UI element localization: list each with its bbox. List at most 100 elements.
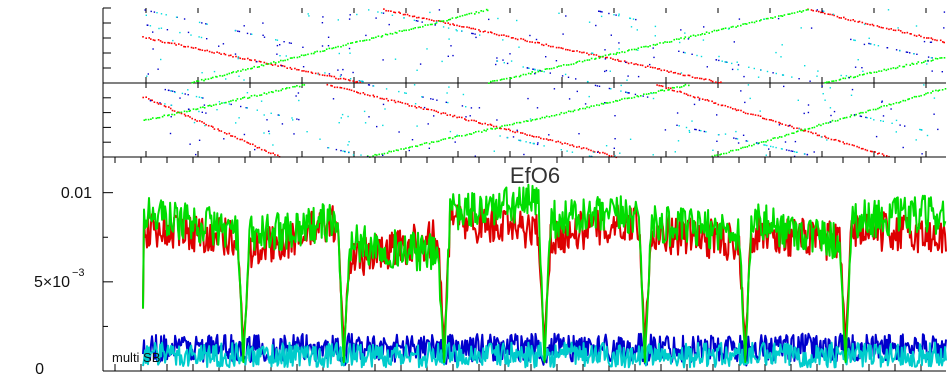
scatter-point — [875, 135, 878, 138]
scatter-point — [610, 34, 612, 36]
scatter-point — [744, 101, 746, 104]
scatter-point — [827, 137, 830, 140]
scatter-point — [851, 144, 854, 146]
scatter-point — [787, 125, 790, 127]
scatter-point — [833, 14, 835, 17]
scatter-point — [475, 36, 477, 39]
scatter-point — [466, 133, 468, 136]
scatter-point — [379, 97, 382, 100]
scatter-point — [572, 110, 574, 113]
scatter-point — [820, 124, 822, 127]
scatter-point — [152, 117, 154, 119]
scatter-point — [218, 129, 220, 132]
scatter-point — [502, 59, 504, 61]
scatter-point — [520, 132, 522, 134]
scatter-point — [411, 15, 414, 18]
scatter-point — [225, 133, 228, 135]
scatter-point — [764, 144, 766, 146]
scatter-point — [187, 89, 189, 91]
scatter-point — [680, 37, 682, 39]
scatter-point — [565, 48, 567, 51]
scatter-point — [231, 135, 234, 137]
scatter-point — [461, 14, 464, 17]
scatter-point — [450, 45, 452, 47]
scatter-point — [602, 151, 604, 154]
scatter-point — [751, 144, 753, 147]
scatter-point — [239, 138, 241, 141]
scatter-point — [604, 49, 606, 51]
scatter-point — [376, 95, 378, 98]
scatter-point — [837, 139, 840, 142]
scatter-point — [652, 154, 654, 156]
scatter-point — [303, 70, 305, 72]
scatter-point — [525, 73, 527, 76]
scatter-point — [360, 154, 362, 156]
scatter-point — [145, 96, 147, 98]
scatter-point — [286, 58, 289, 61]
scatter-point — [496, 79, 498, 82]
scatter-point — [189, 143, 191, 145]
scatter-point — [830, 114, 832, 117]
scatter-point — [673, 38, 675, 41]
scatter-point — [468, 133, 471, 135]
scatter-point — [447, 55, 449, 57]
scatter-point — [419, 144, 422, 146]
scatter-point — [217, 128, 219, 130]
scatter-point — [684, 52, 686, 54]
scatter-point — [203, 104, 206, 106]
scatter-point — [615, 99, 617, 102]
scatter-point — [548, 116, 551, 118]
scatter-point — [780, 15, 782, 17]
scatter-point — [422, 96, 424, 98]
scatter-point — [923, 94, 926, 96]
scatter-point — [484, 122, 486, 125]
scatter-point — [746, 140, 749, 142]
scatter-point — [827, 13, 829, 15]
scatter-point — [680, 91, 682, 93]
scatter-point — [687, 38, 690, 40]
scatter-point — [270, 62, 272, 64]
scatter-point — [849, 19, 852, 22]
scatter-point — [213, 70, 216, 73]
scatter-point — [724, 61, 726, 63]
scatter-point — [291, 117, 293, 119]
scatter-point — [904, 99, 907, 102]
scatter-point — [198, 120, 201, 122]
scatter-point — [430, 98, 432, 100]
scatter-point — [604, 54, 607, 57]
scatter-point — [363, 110, 366, 113]
scatter-point — [198, 139, 201, 141]
scatter-point — [489, 123, 492, 126]
scatter-point — [682, 51, 685, 54]
scatter-point — [342, 77, 345, 80]
scatter-point — [324, 72, 326, 74]
scatter-point — [641, 64, 644, 67]
scatter-point — [714, 154, 716, 157]
scatter-point — [336, 86, 339, 89]
scatter-point — [223, 52, 225, 55]
scatter-point — [393, 99, 396, 102]
scatter-point — [697, 96, 699, 99]
scatter-point — [685, 126, 688, 129]
scatter-point — [740, 24, 742, 27]
scatter-point — [735, 137, 737, 140]
scatter-point — [751, 21, 753, 24]
scatter-point — [706, 66, 708, 68]
scatter-point — [167, 114, 169, 117]
scatter-point — [263, 114, 265, 116]
scatter-point — [492, 80, 494, 82]
scatter-point — [882, 27, 884, 29]
scatter-point — [831, 80, 833, 82]
scatter-point — [369, 94, 371, 97]
scatter-point — [680, 86, 683, 88]
scatter-point — [425, 18, 428, 20]
scatter-point — [475, 11, 478, 13]
scatter-point — [536, 41, 539, 44]
scatter-point — [531, 71, 533, 73]
scatter-point — [203, 122, 205, 124]
scatter-point — [545, 56, 547, 58]
scatter-point — [869, 43, 872, 45]
scatter-point — [211, 51, 213, 54]
scatter-point — [390, 150, 392, 153]
scatter-point — [319, 138, 321, 140]
